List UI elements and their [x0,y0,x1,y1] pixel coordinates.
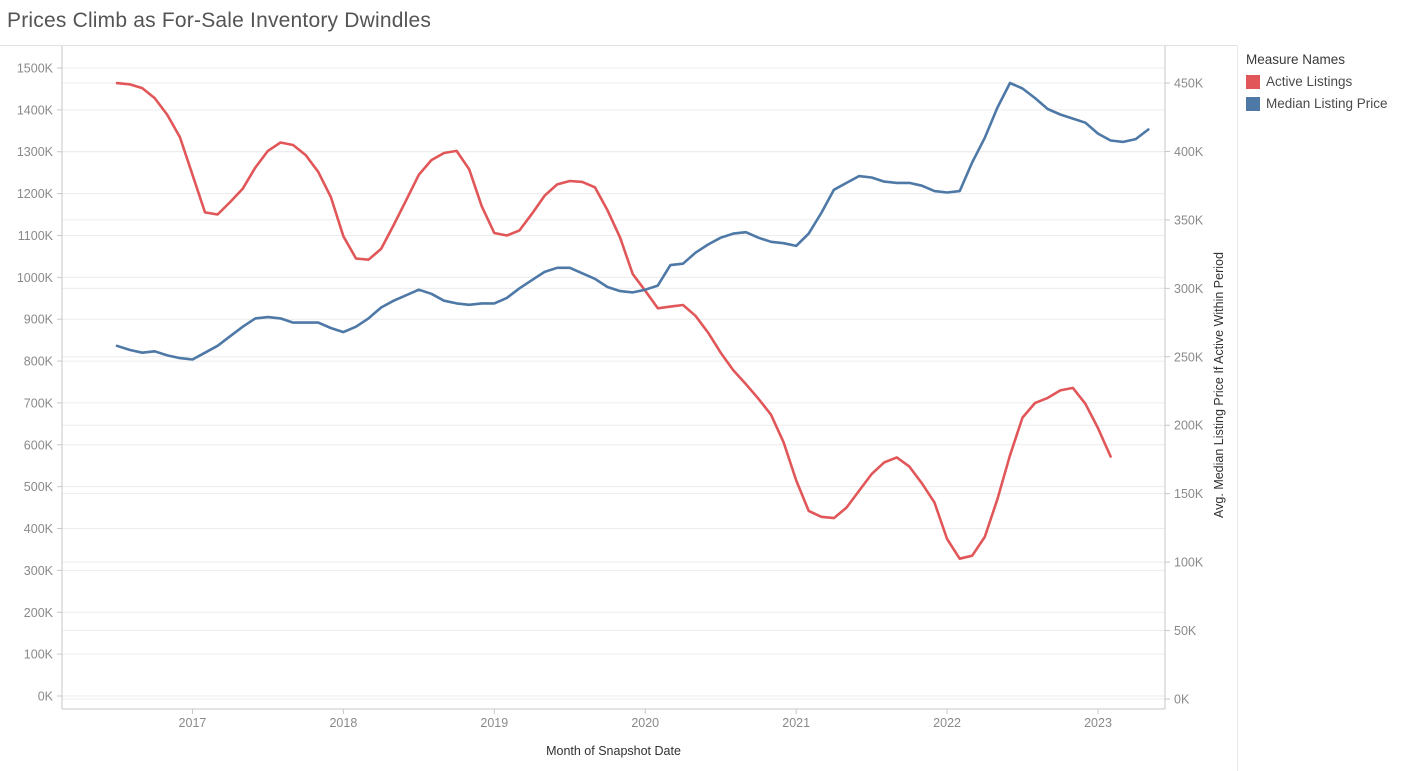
legend-panel-divider [1237,45,1238,771]
legend-item-median-listing-price[interactable]: Median Listing Price [1246,96,1388,111]
right-axis-tick-label: 150K [1174,487,1204,501]
left-axis-tick-label: 1100K [18,229,54,243]
right-axis-tick-label: 400K [1174,145,1204,159]
right-axis-tick-label: 50K [1174,624,1197,638]
left-axis-tick-label: 1400K [17,103,54,117]
series-line-active-listings[interactable] [115,81,1112,561]
right-axis-tick-label: 100K [1174,556,1204,570]
left-axis-tick-label: 700K [24,396,54,410]
left-axis-tick-label: 900K [24,313,54,327]
title-divider [0,45,1237,46]
x-axis-tick-label: 2023 [1084,716,1112,730]
legend-item-label: Median Listing Price [1266,96,1388,111]
x-axis-title: Month of Snapshot Date [546,744,681,758]
legend-item-label: Active Listings [1266,74,1353,89]
left-axis-tick-label: 1000K [17,271,54,285]
legend-swatch-median-listing-price [1246,96,1260,111]
left-axis-tick-label: 1200K [17,187,54,201]
x-axis-tick-label: 2020 [631,716,659,730]
left-axis-tick-label: 500K [24,480,54,494]
right-axis-tick-label: 300K [1174,282,1204,296]
right-axis-title: Avg. Median Listing Price If Active With… [1212,252,1226,518]
left-axis-tick-label: 200K [24,606,54,620]
legend: Measure Names Active Listings Median Lis… [1246,52,1388,118]
left-axis-tick-label: 1500K [17,61,54,75]
left-axis-tick-label: 0K [38,690,54,704]
left-axis-tick-label: 100K [24,648,54,662]
left-axis-tick-label: 400K [24,522,54,536]
series-line-median-listing-price[interactable] [115,81,1150,361]
legend-title: Measure Names [1246,52,1346,67]
x-axis-tick-label: 2022 [933,716,961,730]
right-axis-tick-label: 350K [1174,213,1204,227]
right-axis-tick-label: 250K [1174,350,1204,364]
left-axis-tick-label: 800K [24,355,54,369]
right-axis-tick-label: 0K [1174,693,1190,707]
right-axis-tick-label: 450K [1174,76,1204,90]
legend-swatch-active-listings [1246,74,1260,89]
legend-item-active-listings[interactable]: Active Listings [1246,74,1388,89]
left-axis-tick-label: 1300K [17,145,54,159]
x-axis-tick-label: 2021 [782,716,810,730]
chart-title: Prices Climb as For-Sale Inventory Dwind… [7,9,432,32]
x-axis-tick-label: 2018 [329,716,357,730]
left-axis-tick-label: 300K [24,564,54,578]
right-axis-tick-label: 200K [1174,419,1204,433]
left-axis-tick-label: 600K [24,438,54,452]
x-axis-tick-label: 2019 [480,716,508,730]
x-axis-tick-label: 2017 [179,716,207,730]
